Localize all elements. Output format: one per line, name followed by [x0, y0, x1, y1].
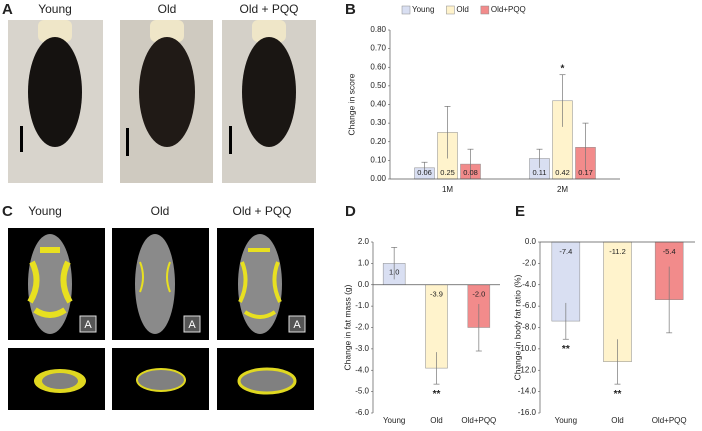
x-tick-label: 2M: [557, 185, 568, 194]
x-tick-label: Old: [430, 416, 442, 425]
ct-marker: A: [84, 319, 92, 331]
fat: [238, 248, 282, 319]
y-tick-label: -12.0: [518, 365, 537, 374]
value-label: 0.42: [555, 168, 570, 177]
caption: Old + PQQ: [239, 2, 298, 16]
legend-label: Old+PQQ: [491, 5, 526, 14]
y-tick-label: -16.0: [518, 408, 537, 417]
slice: [237, 367, 297, 395]
mouse: [139, 37, 195, 147]
y-tick-label: 2.0: [358, 237, 370, 246]
x-tick-label: 1M: [442, 185, 453, 194]
marker-box: [288, 315, 306, 333]
scale-bar: [229, 126, 232, 154]
scale-bar: [20, 126, 23, 152]
value-label: 0.25: [440, 168, 455, 177]
y-tick-label: -6.0: [355, 408, 369, 417]
mouse: [242, 37, 296, 147]
caption: Young: [28, 204, 62, 218]
x-tick-label: Old: [611, 416, 623, 425]
annotation: *: [561, 63, 565, 74]
legend-label: Young: [412, 5, 434, 14]
panel-label: D: [345, 203, 356, 220]
y-tick-label: -4.0: [355, 365, 369, 374]
fat: [139, 261, 171, 293]
slice: [136, 368, 186, 392]
photos-a: [8, 20, 316, 183]
y-axis-label: Change in body fat ratio (%): [512, 274, 522, 380]
y-tick-label: -2.0: [522, 258, 536, 267]
y-tick-label: -3.0: [355, 344, 369, 353]
x-tick-label: Young: [555, 416, 577, 425]
y-tick-label: 0.0: [358, 280, 370, 289]
body: [135, 234, 175, 334]
x-tick-label: Young: [383, 416, 405, 425]
fat: [27, 247, 73, 318]
y-tick-label: 0.50: [370, 81, 386, 90]
y-tick-label: 0.20: [370, 137, 386, 146]
y-tick-label: 0.40: [370, 100, 386, 109]
panel-label: E: [515, 203, 525, 220]
y-tick-label: -1.0: [355, 301, 369, 310]
y-tick-label: -6.0: [522, 301, 536, 310]
value-label: -11.2: [609, 247, 626, 256]
mouse: [28, 37, 82, 147]
legend-swatch: [480, 5, 490, 15]
y-tick-label: -5.0: [355, 387, 369, 396]
y-tick-label: -2.0: [355, 323, 369, 332]
annotation: **: [433, 389, 441, 400]
holder: [150, 20, 184, 42]
y-tick-label: -14.0: [518, 387, 537, 396]
y-tick-label: -8.0: [522, 323, 536, 332]
value-label: 1.0: [389, 268, 399, 277]
y-axis-label: Change in score: [346, 73, 356, 135]
ct-marker: A: [188, 319, 196, 331]
caption: Young: [38, 2, 72, 16]
y-axis-label: Change in fat mass (g): [342, 284, 352, 370]
slice: [42, 373, 78, 389]
value-label: -2.0: [472, 290, 485, 299]
caption: Old + PQQ: [232, 204, 291, 218]
legend-swatch: [401, 5, 411, 15]
holder: [252, 20, 286, 42]
ct-images: [8, 228, 314, 410]
legend-swatch: [446, 5, 455, 15]
y-tick-label: -4.0: [522, 280, 536, 289]
body: [238, 234, 282, 334]
value-label: 0.08: [463, 168, 478, 177]
panel-label: B: [345, 1, 356, 18]
x-tick-label: Old+PQQ: [461, 416, 496, 425]
annotation: **: [614, 389, 622, 400]
y-tick-label: 0.30: [370, 118, 386, 127]
caption: Old: [151, 204, 170, 218]
y-tick-label: 0.00: [370, 174, 386, 183]
caption: Old: [158, 2, 177, 16]
value-label: -3.9: [430, 290, 443, 299]
marker-box: [79, 315, 97, 333]
panel-label: A: [2, 1, 13, 18]
legend-label: Old: [456, 5, 468, 14]
value-label: 0.17: [578, 168, 593, 177]
value-label: -7.4: [559, 247, 572, 256]
y-tick-label: 0.0: [525, 237, 537, 246]
y-tick-label: 0.10: [370, 155, 386, 164]
y-tick-label: 0.70: [370, 44, 386, 53]
value-label: 0.06: [417, 168, 432, 177]
x-tick-label: Old+PQQ: [652, 416, 687, 425]
annotation: **: [562, 344, 570, 355]
scale-bar: [126, 128, 129, 156]
holder: [38, 20, 72, 42]
y-tick-label: 0.80: [370, 25, 386, 34]
marker-box: [183, 315, 201, 333]
ct-marker: A: [293, 319, 301, 331]
panel-label: C: [2, 203, 13, 220]
y-tick-label: 0.60: [370, 62, 386, 71]
y-tick-label: 1.0: [358, 258, 370, 267]
value-label: -5.4: [663, 247, 676, 256]
value-label: 0.11: [532, 168, 546, 177]
y-tick-label: -10.0: [518, 344, 537, 353]
